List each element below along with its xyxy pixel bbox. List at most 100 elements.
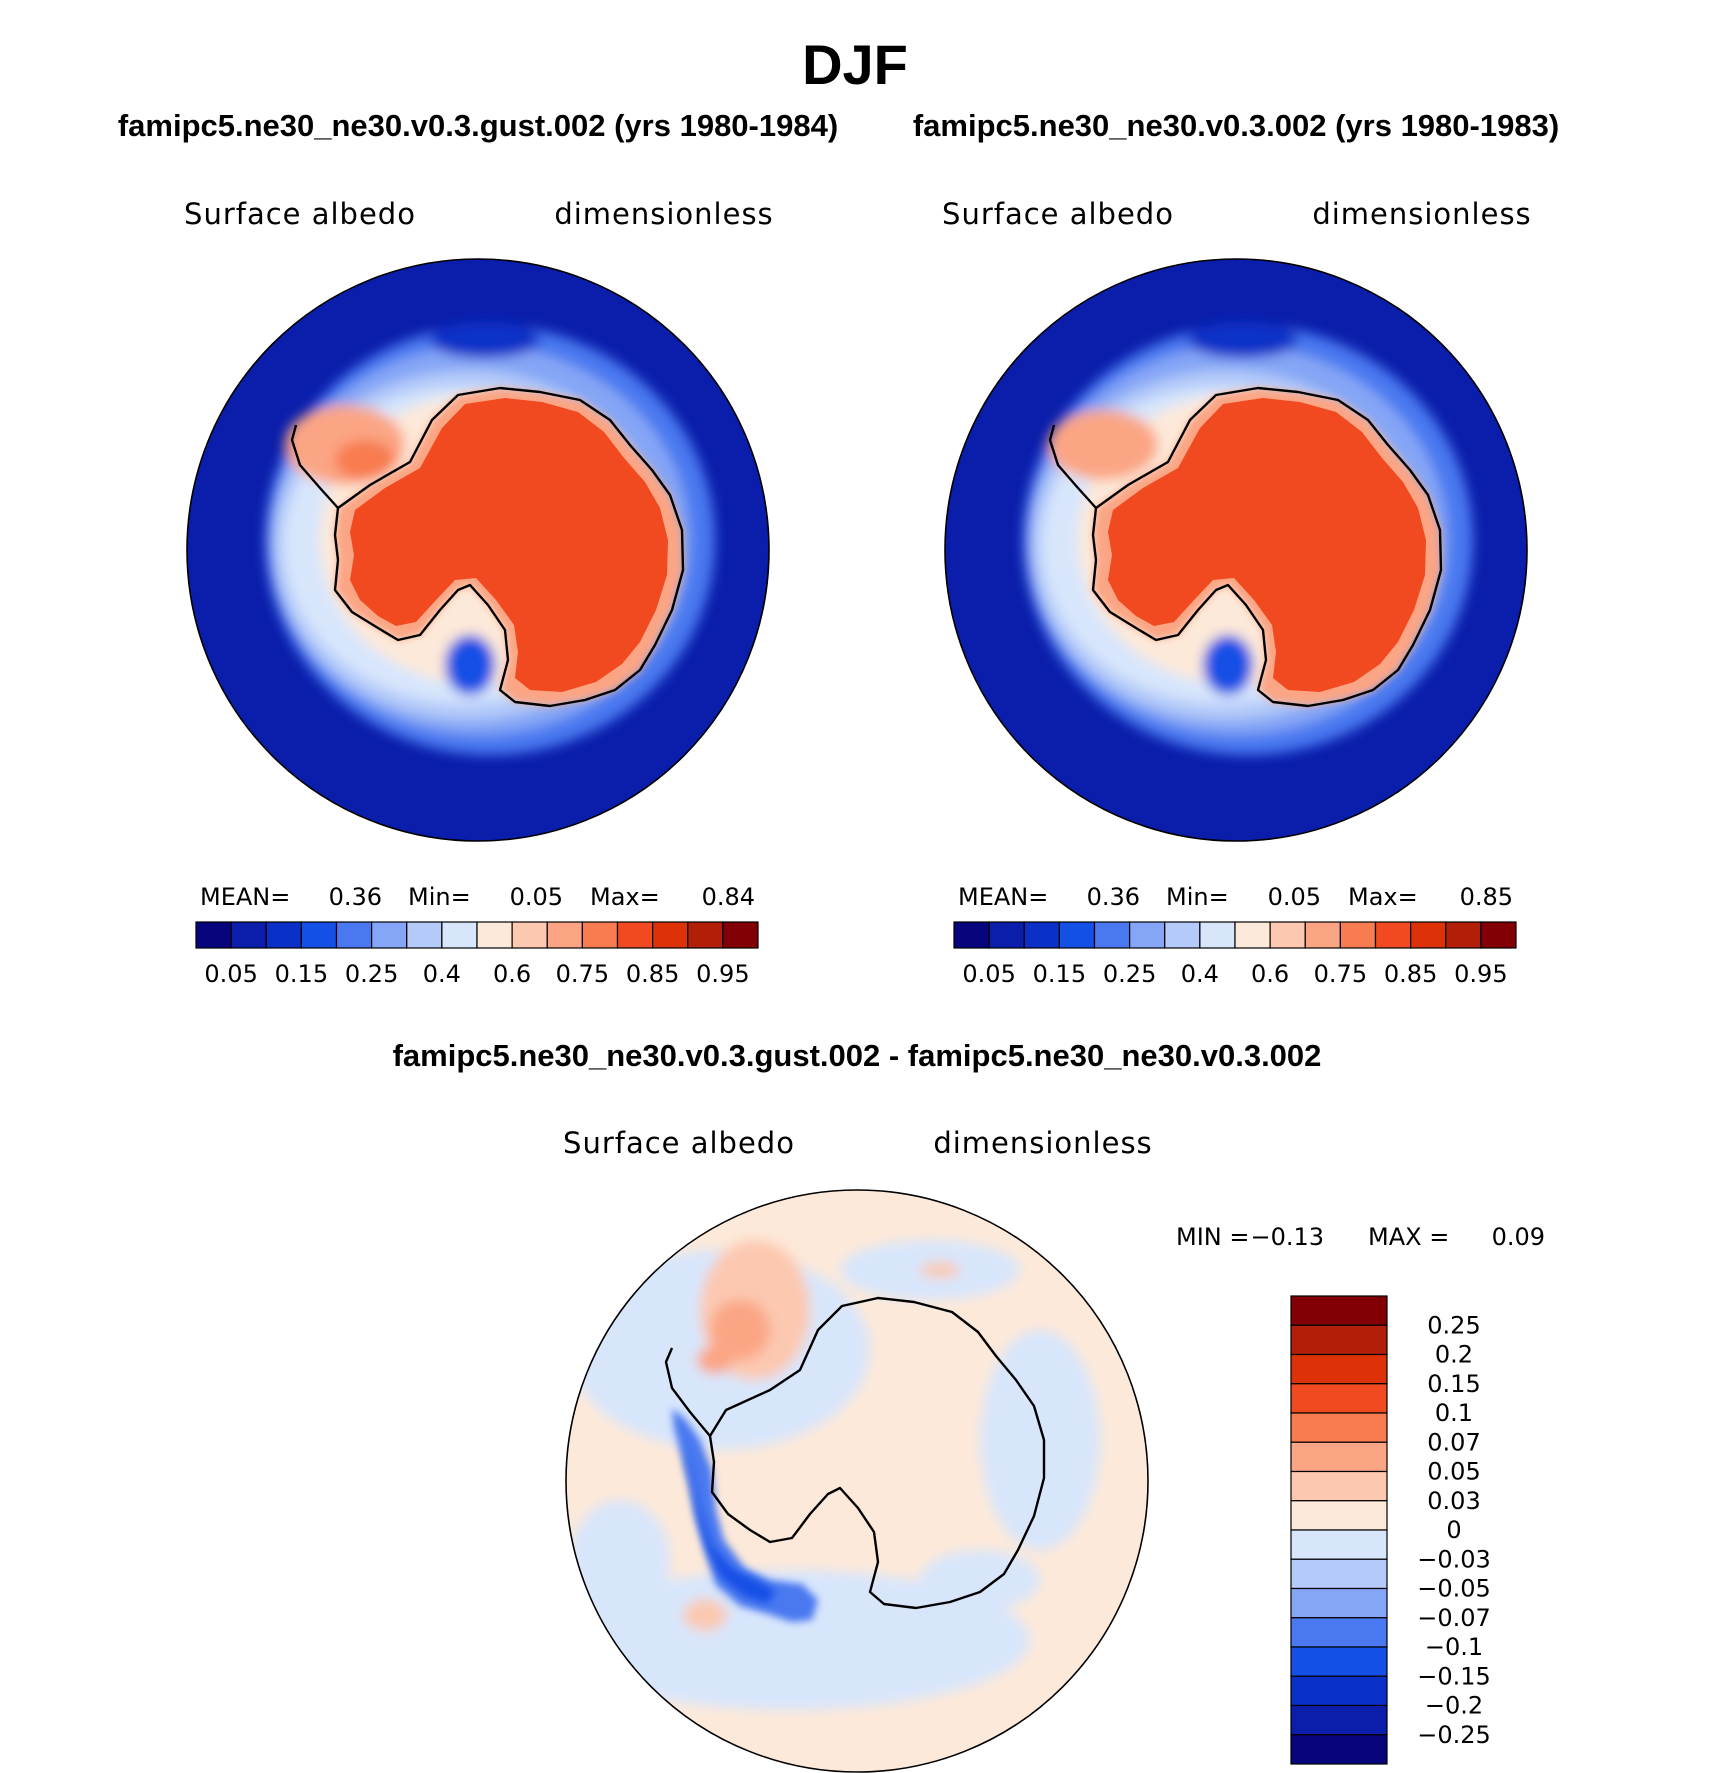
panel-left-mean-value: 0.36 xyxy=(329,883,382,911)
panel-right-colorbar-swatch xyxy=(1164,921,1201,949)
panel-left-colorbar-tick-label: 0.25 xyxy=(345,960,398,988)
panel-left-colorbar-swatch xyxy=(265,921,302,949)
panel-diff-colorbar-tick-label: 0.03 xyxy=(1427,1487,1480,1515)
panel-left-max-value: 0.84 xyxy=(702,883,755,911)
panel-left-colorbar-tick-label: 0.6 xyxy=(493,960,531,988)
figure-title: DJF xyxy=(802,33,908,96)
panel-diff-colorbar-tick-label: −0.07 xyxy=(1417,1604,1491,1632)
panel-right-max-label: Max= xyxy=(1348,883,1418,911)
panel-left-colorbar-swatch xyxy=(652,921,689,949)
panel-right: famipc5.ne30_ne30.v0.3.002 (yrs 1980-198… xyxy=(913,108,1559,988)
panel-right-colorbar-swatch xyxy=(1410,921,1447,949)
panel-right-min-value: 0.05 xyxy=(1268,883,1321,911)
panel-left-colorbar-tick-label: 0.85 xyxy=(626,960,679,988)
panel-left-colorbar-tick-label: 0.15 xyxy=(275,960,328,988)
panel-diff-colorbar-swatch xyxy=(1290,1412,1388,1443)
panel-diff-colorbar-tick-label: −0.2 xyxy=(1425,1692,1483,1720)
panel-right-colorbar-swatch xyxy=(1129,921,1166,949)
panel-left-colorbar-swatch xyxy=(371,921,408,949)
panel-diff-colorbar-swatch xyxy=(1290,1617,1388,1648)
panel-left-colorbar-swatch xyxy=(511,921,548,949)
panel-left-max-label: Max= xyxy=(590,883,660,911)
panel-right-colorbar-swatch xyxy=(1234,921,1271,949)
panel-diff-colorbar: 0.250.20.150.10.070.050.030−0.03−0.05−0.… xyxy=(1290,1295,1491,1765)
panel-diff-units-label: dimensionless xyxy=(933,1126,1152,1160)
panel-left-colorbar-swatch xyxy=(335,921,373,949)
panel-diff-colorbar-tick-label: −0.05 xyxy=(1417,1575,1491,1603)
panel-right-mean-label: MEAN= xyxy=(958,883,1048,911)
panel-diff-colorbar-tick-label: 0.1 xyxy=(1435,1399,1473,1427)
panel-diff-colorbar-tick-label: 0.05 xyxy=(1427,1458,1480,1486)
panel-diff-colorbar-tick-label: −0.15 xyxy=(1417,1662,1491,1690)
panel-diff-max-label: MAX = xyxy=(1368,1223,1449,1251)
panel-diff-colorbar-swatch xyxy=(1290,1529,1388,1560)
panel-diff-colorbar-tick-label: 0.15 xyxy=(1427,1370,1480,1398)
panel-right-colorbar-swatch xyxy=(1199,921,1236,949)
panel-left-colorbar-swatch xyxy=(406,921,443,949)
panel-diff-colorbar-swatch xyxy=(1290,1470,1388,1502)
panel-right-colorbar-tick-label: 0.95 xyxy=(1454,960,1507,988)
panel-right-colorbar-swatch xyxy=(1480,921,1517,949)
panel-diff-stats: MIN = −0.13 MAX = 0.09 xyxy=(1176,1223,1545,1251)
panel-right-colorbar-tick-label: 0.4 xyxy=(1181,960,1219,988)
panel-diff-colorbar-swatch xyxy=(1290,1500,1388,1531)
panel-right-variable-label: Surface albedo xyxy=(942,197,1174,231)
panel-left-min-label: Min= xyxy=(408,883,471,911)
panel-left-colorbar-tick-label: 0.4 xyxy=(423,960,461,988)
panel-right-units-label: dimensionless xyxy=(1312,197,1531,231)
panel-right-case-title: famipc5.ne30_ne30.v0.3.002 (yrs 1980-198… xyxy=(913,108,1559,143)
panel-left-min-value: 0.05 xyxy=(510,883,563,911)
panel-left-variable-label: Surface albedo xyxy=(184,197,416,231)
panel-right-min-label: Min= xyxy=(1166,883,1229,911)
panel-right-colorbar-swatch xyxy=(953,921,990,949)
panel-left-colorbar-tick-label: 0.95 xyxy=(696,960,749,988)
panel-diff-colorbar-swatch xyxy=(1290,1353,1388,1385)
panel-diff-colorbar-swatch xyxy=(1290,1587,1388,1619)
panel-diff-min-value: −0.13 xyxy=(1250,1223,1324,1251)
panel-right-stats: MEAN= 0.36 Min= 0.05 Max= 0.85 xyxy=(958,883,1513,911)
panel-right-colorbar-tick-label: 0.25 xyxy=(1103,960,1156,988)
panel-diff-colorbar-tick-label: 0 xyxy=(1446,1516,1461,1544)
panel-right-colorbar-swatch xyxy=(1093,921,1131,949)
panel-right-colorbar-tick-label: 0.85 xyxy=(1384,960,1437,988)
panel-left-colorbar-swatch xyxy=(616,921,654,949)
panel-left-colorbar-swatch xyxy=(687,921,724,949)
panel-diff-colorbar-swatch xyxy=(1290,1646,1388,1677)
panel-left-colorbar: 0.05 0.15 0.25 0.4 0.6 0.75 0.85 0.95 xyxy=(195,921,759,988)
panel-right-colorbar-swatch xyxy=(1339,921,1377,949)
panel-right-colorbar-tick-label: 0.6 xyxy=(1251,960,1289,988)
panel-diff-colorbar-swatch xyxy=(1290,1558,1388,1590)
panel-left-colorbar-swatch xyxy=(546,921,583,949)
panel-right-colorbar-swatch xyxy=(988,921,1025,949)
panel-diff-colorbar-tick-label: 0.2 xyxy=(1435,1341,1473,1369)
panel-diff-colorbar-swatch xyxy=(1290,1441,1388,1473)
panel-left-colorbar-tick-label: 0.75 xyxy=(556,960,609,988)
panel-right-map xyxy=(945,259,1527,841)
panel-diff-colorbar-swatch xyxy=(1290,1734,1388,1765)
panel-diff: famipc5.ne30_ne30.v0.3.gust.002 - famipc… xyxy=(393,1038,1545,1773)
panel-left-colorbar-swatch xyxy=(230,921,267,949)
panel-right-colorbar-swatch xyxy=(1058,921,1096,949)
panel-left-units-label: dimensionless xyxy=(554,197,773,231)
panel-diff-title: famipc5.ne30_ne30.v0.3.gust.002 - famipc… xyxy=(393,1038,1322,1073)
panel-left-colorbar-swatch xyxy=(722,921,759,949)
panel-left-colorbar-swatch xyxy=(441,921,478,949)
panel-right-max-value: 0.85 xyxy=(1460,883,1513,911)
panel-left-colorbar-swatch xyxy=(476,921,513,949)
panel-left-colorbar-tick-label: 0.05 xyxy=(204,960,257,988)
panel-left-colorbar-swatch xyxy=(195,921,232,949)
panel-left-colorbar-swatch xyxy=(581,921,619,949)
panel-right-colorbar-tick-label: 0.75 xyxy=(1314,960,1367,988)
panel-right-colorbar-swatch xyxy=(1023,921,1060,949)
panel-diff-colorbar-swatch xyxy=(1290,1383,1388,1414)
panel-diff-colorbar-tick-label: −0.25 xyxy=(1417,1721,1491,1749)
panel-diff-colorbar-tick-label: 0.25 xyxy=(1427,1311,1480,1339)
panel-diff-colorbar-swatch xyxy=(1290,1324,1388,1356)
panel-right-colorbar-swatch xyxy=(1304,921,1341,949)
panel-diff-colorbar-tick-label: 0.07 xyxy=(1427,1428,1480,1456)
panel-right-colorbar-swatch xyxy=(1445,921,1482,949)
panel-left-stats: MEAN= 0.36 Min= 0.05 Max= 0.84 xyxy=(200,883,755,911)
panel-diff-colorbar-swatch xyxy=(1290,1675,1388,1707)
panel-right-colorbar-swatch xyxy=(1374,921,1412,949)
